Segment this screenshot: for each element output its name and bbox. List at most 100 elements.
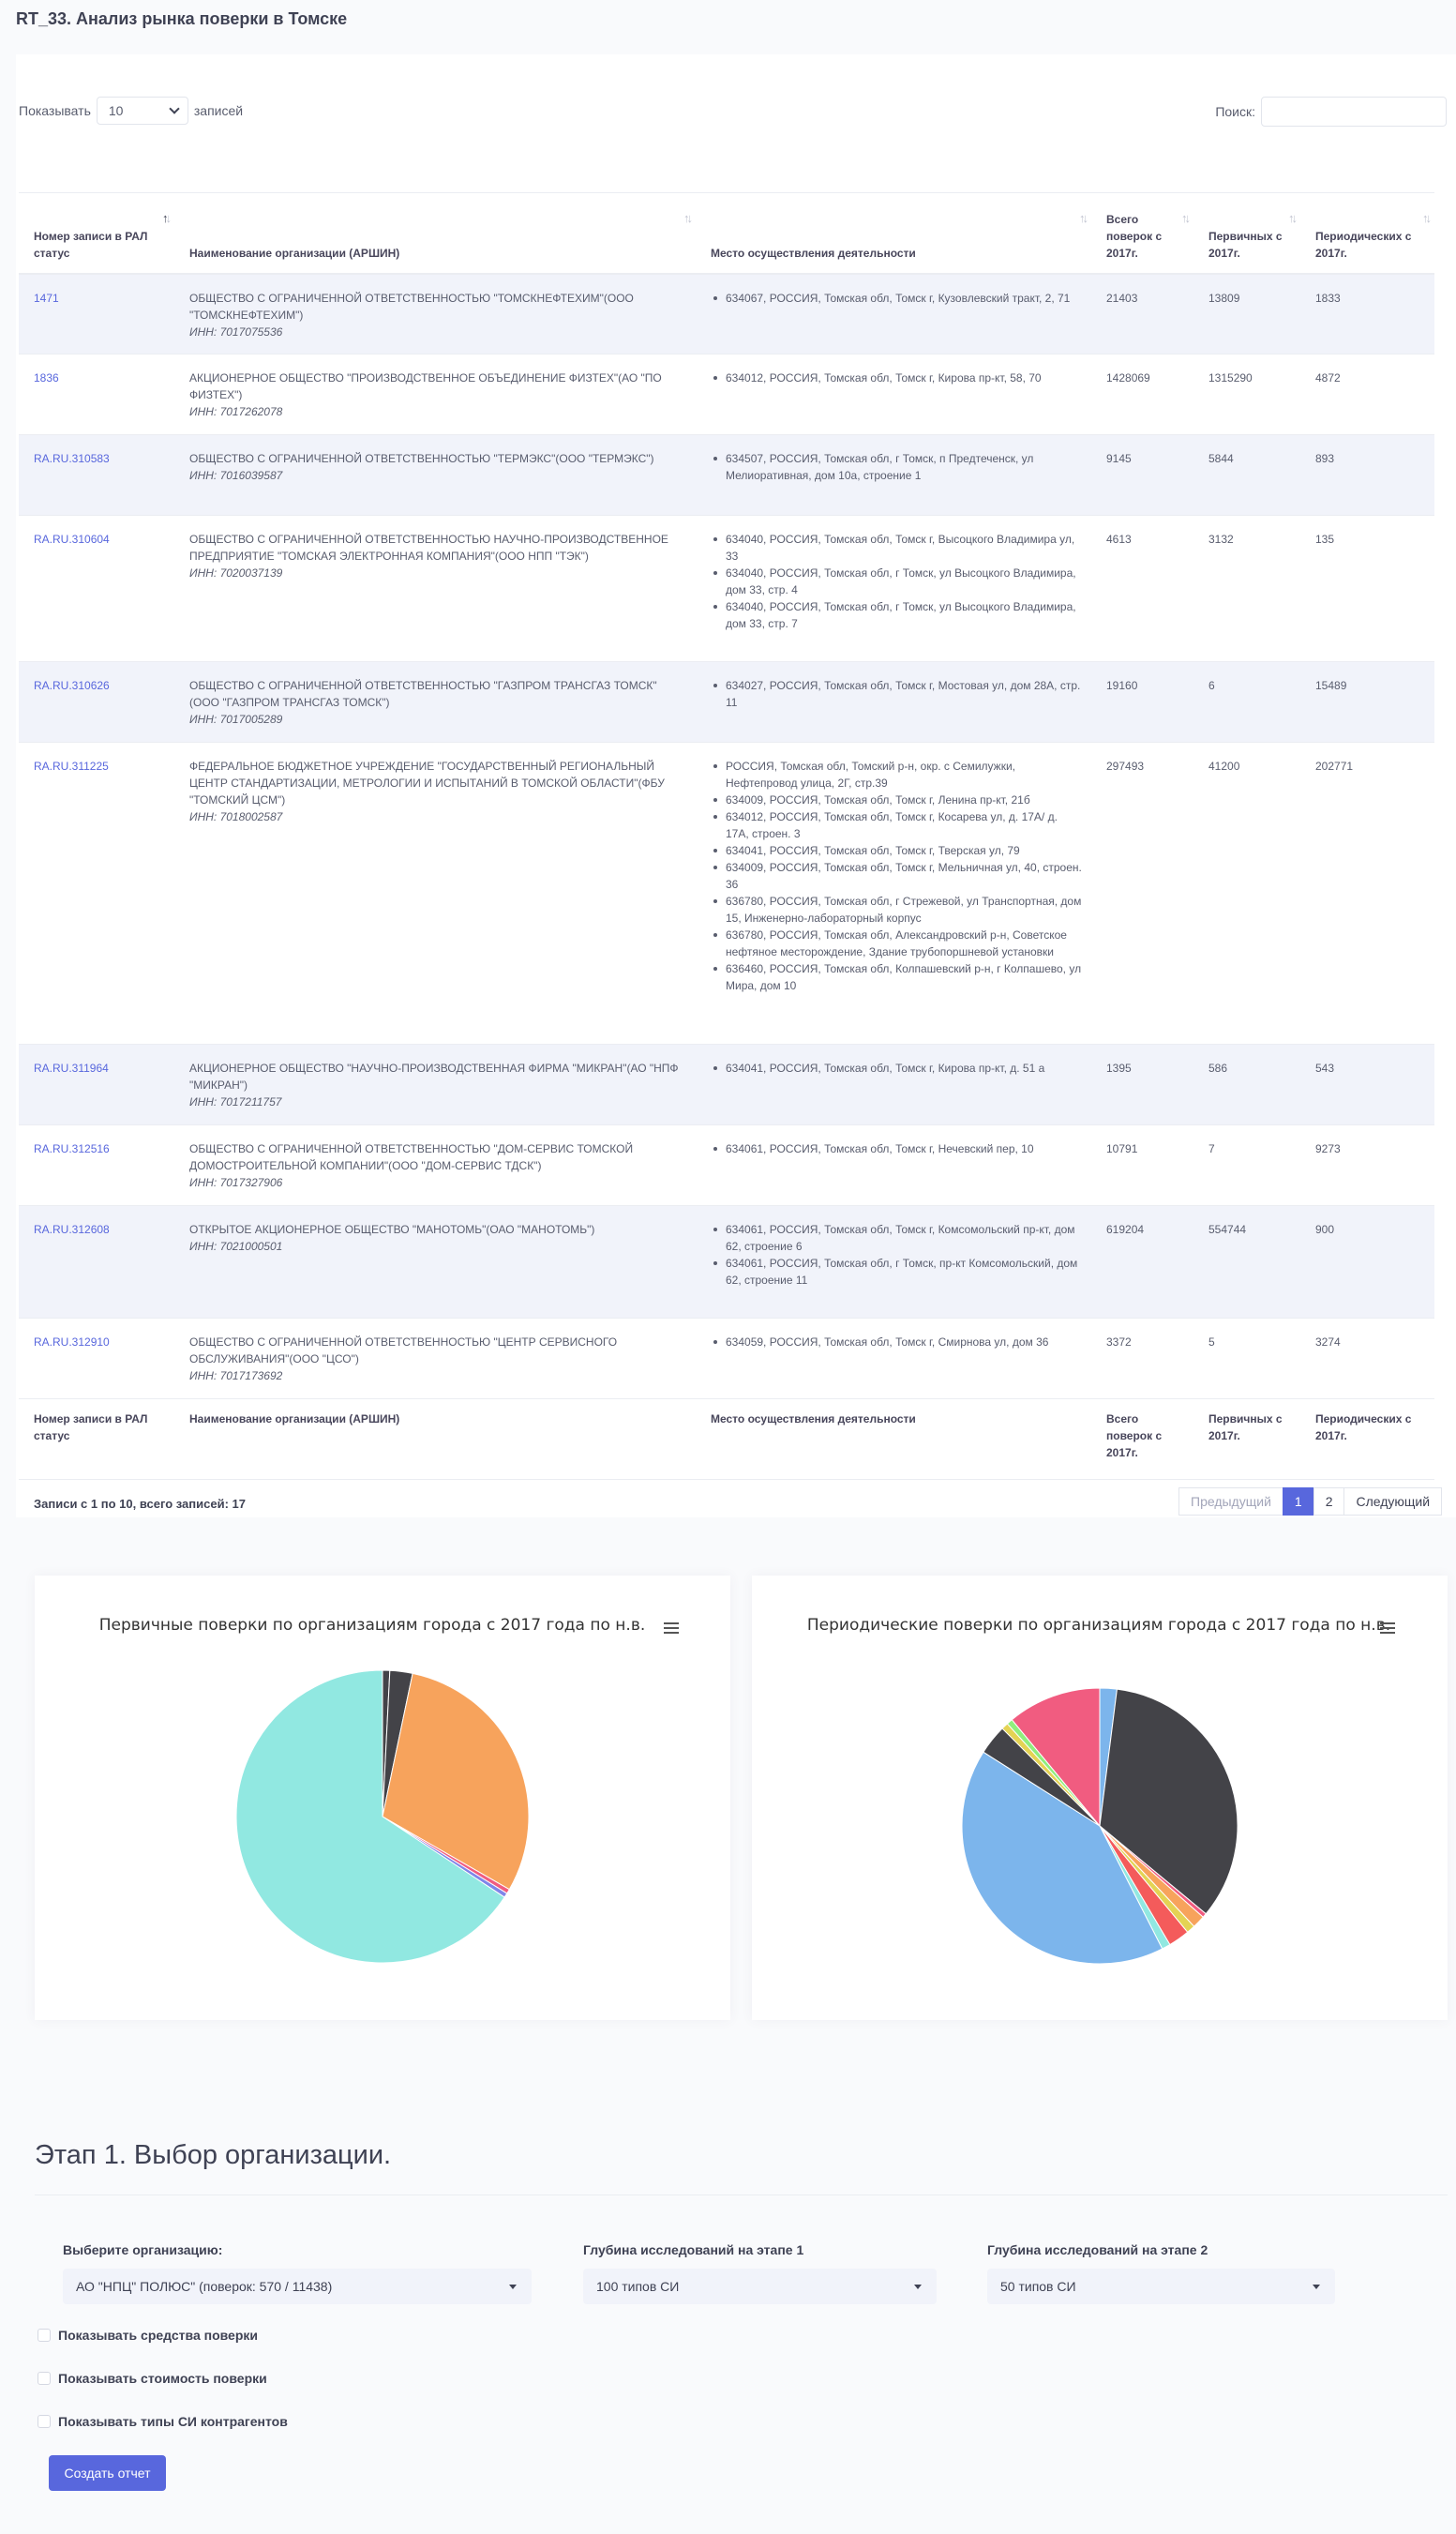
menu-icon[interactable] [664,1622,679,1637]
place-item: 634012, РОССИЯ, Томская обл, Томск г, Ки… [711,370,1082,386]
org-name: ОБЩЕСТВО С ОГРАНИЧЕННОЙ ОТВЕТСТВЕННОСТЬЮ… [189,1142,634,1172]
table-row: RA.RU.310604 ОБЩЕСТВО С ОГРАНИЧЕННОЙ ОТВЕ… [19,516,1434,662]
page-button-1[interactable]: 1 [1282,1487,1314,1516]
table-row: RA.RU.311964 АКЦИОНЕРНОЕ ОБЩЕСТВО "НАУЧНО… [19,1044,1434,1125]
org-name: АКЦИОНЕРНОЕ ОБЩЕСТВО "ПРОИЗВОДСТВЕННОЕ О… [189,371,662,401]
pie-slice[interactable] [235,1669,505,1964]
periodic-cell: 202771 [1315,760,1354,773]
checkbox-icon[interactable] [38,2372,51,2385]
header-org-name[interactable]: Наименование организации (АРШИН) ↑↓ [174,192,696,275]
show-cost-checkbox[interactable]: Показывать стоимость поверки [38,2371,267,2386]
record-link[interactable]: RA.RU.312608 [34,1223,110,1236]
place-item: 634041, РОССИЯ, Томская обл, Томск г, Тв… [711,842,1082,859]
table-row: RA.RU.312516 ОБЩЕСТВО С ОГРАНИЧЕННОЙ ОТВЕ… [19,1125,1434,1206]
record-link[interactable]: RA.RU.310583 [34,452,110,465]
org-select-label: Выберите организацию: [63,2242,223,2257]
depth2-select[interactable]: 50 типов СИ [987,2269,1335,2304]
primary-cell: 3132 [1208,533,1234,546]
sort-icon: ↑↓ [162,211,172,225]
pagination: Предыдущий 1 2 Следующий [1178,1487,1443,1516]
footer-periodic: Периодических с 2017г. [1300,1398,1434,1480]
periodic-cell: 4872 [1315,371,1341,385]
total-cell: 1395 [1106,1062,1132,1075]
header-total[interactable]: Всего поверок с 2017г. ↑↓ [1091,192,1193,275]
next-page-button[interactable]: Следующий [1343,1487,1443,1516]
sort-icon: ↑↓ [1422,211,1432,225]
header-place[interactable]: Место осуществления деятельности ↑↓ [696,192,1091,275]
page-button-2[interactable]: 2 [1313,1487,1345,1516]
table-row: 1471 ОБЩЕСТВО С ОГРАНИЧЕННОЙ ОТВЕТСТВЕННО… [19,273,1434,354]
page-title: RT_33. Анализ рынка поверки в Томске [16,9,348,28]
checkbox-icon[interactable] [38,2329,51,2342]
record-link[interactable]: RA.RU.310626 [34,679,110,692]
search-label: Поиск: [1215,104,1255,119]
total-cell: 1428069 [1106,371,1150,385]
footer-record-number: Номер записи в РАЛ статус [19,1398,174,1480]
org-name: ОБЩЕСТВО С ОГРАНИЧЕННОЙ ОТВЕТСТВЕННОСТЬЮ… [189,452,654,465]
place-item: 634067, РОССИЯ, Томская обл, Томск г, Ку… [711,290,1082,307]
total-cell: 10791 [1106,1142,1138,1155]
place-item: 634061, РОССИЯ, Томская обл, г Томск, пр… [711,1255,1082,1289]
place-item: 634009, РОССИЯ, Томская обл, Томск г, Ле… [711,792,1082,808]
prev-page-button[interactable]: Предыдущий [1178,1487,1283,1516]
total-cell: 619204 [1106,1223,1145,1236]
sort-icon: ↑↓ [1181,211,1191,225]
create-report-button[interactable]: Создать отчет [49,2455,166,2491]
depth2-value: 50 типов СИ [1000,2279,1076,2294]
primary-chart-title: Первичные поверки по организациям города… [98,1616,646,1635]
place-item: 634009, РОССИЯ, Томская обл, Томск г, Ме… [711,859,1082,893]
record-link[interactable]: 1471 [34,291,59,305]
primary-cell: 1315290 [1208,371,1253,385]
org-inn: ИНН: 7020037139 [189,566,283,580]
periodic-cell: 9273 [1315,1142,1341,1155]
checkbox-icon[interactable] [38,2415,51,2428]
show-contractor-types-checkbox[interactable]: Показывать типы СИ контрагентов [38,2414,288,2429]
page-size-value: 10 [108,103,124,118]
pie-slice[interactable] [1011,1687,1101,1828]
place-list: 634012, РОССИЯ, Томская обл, Томск г, Ки… [711,370,1082,386]
record-link[interactable]: 1836 [34,371,59,385]
record-link[interactable]: RA.RU.310604 [34,533,110,546]
total-cell: 4613 [1106,533,1132,546]
place-item: 634040, РОССИЯ, Томская обл, г Томск, ул… [711,598,1082,632]
depth2-label: Глубина исследований на этапе 2 [987,2242,1208,2257]
table-row: RA.RU.311225 ФЕДЕРАЛЬНОЕ БЮДЖЕТНОЕ УЧРЕЖД… [19,743,1434,1045]
periodic-chart-title: Периодические поверки по организациям го… [806,1616,1391,1635]
show-tools-checkbox[interactable]: Показывать средства поверки [38,2328,258,2343]
record-link[interactable]: RA.RU.311964 [34,1062,109,1075]
periodic-pie-chart [961,1687,1238,1965]
periodic-cell: 893 [1315,452,1335,465]
org-name: ОТКРЫТОЕ АКЦИОНЕРНОЕ ОБЩЕСТВО "МАНОТОМЬ"… [189,1223,595,1236]
place-item: 634061, РОССИЯ, Томская обл, Томск г, Не… [711,1140,1082,1157]
pie-slice[interactable] [1099,1688,1238,1915]
org-name: ФЕДЕРАЛЬНОЕ БЮДЖЕТНОЕ УЧРЕЖДЕНИЕ "ГОСУДА… [189,760,665,807]
record-link[interactable]: RA.RU.312910 [34,1335,110,1349]
place-item: 634040, РОССИЯ, Томская обл, г Томск, ул… [711,565,1082,598]
org-select[interactable]: АО "НПЦ" ПОЛЮС" (поверок: 570 / 11438) [63,2269,532,2304]
primary-cell: 5 [1208,1335,1215,1349]
search-input[interactable] [1261,97,1447,127]
record-link[interactable]: RA.RU.312516 [34,1142,110,1155]
record-link[interactable]: RA.RU.311225 [34,760,109,773]
table-row: RA.RU.312910 ОБЩЕСТВО С ОГРАНИЧЕННОЙ ОТВЕ… [19,1319,1434,1399]
place-list: РОССИЯ, Томская обл, Томский р-н, окр. с… [711,758,1082,994]
page-length-control: Показывать 10 записей [19,97,243,125]
header-periodic[interactable]: Периодических с 2017г. ↑↓ [1300,192,1434,275]
place-item: 634059, РОССИЯ, Томская обл, Томск г, См… [711,1334,1082,1350]
place-item: 636460, РОССИЯ, Томская обл, Колпашевски… [711,960,1082,994]
depth1-select[interactable]: 100 типов СИ [583,2269,937,2304]
place-list: 634040, РОССИЯ, Томская обл, Томск г, Вы… [711,531,1082,632]
search-control: Поиск: [1215,97,1447,127]
checkbox-label: Показывать стоимость поверки [58,2371,267,2386]
menu-icon[interactable] [1380,1622,1395,1637]
total-cell: 9145 [1106,452,1132,465]
show-label: Показывать [19,103,91,118]
header-primary[interactable]: Первичных с 2017г. ↑↓ [1193,192,1300,275]
page-size-select[interactable]: 10 [96,97,188,125]
header-record-number[interactable]: Номер записи в РАЛ статус ↑↓ [19,192,174,275]
table-row: RA.RU.310626 ОБЩЕСТВО С ОГРАНИЧЕННОЙ ОТВЕ… [19,661,1434,743]
footer-org-name: Наименование организации (АРШИН) [174,1398,696,1480]
pie-slice[interactable] [961,1751,1163,1965]
pie-slice[interactable] [382,1672,530,1891]
sort-icon: ↑↓ [683,211,693,225]
